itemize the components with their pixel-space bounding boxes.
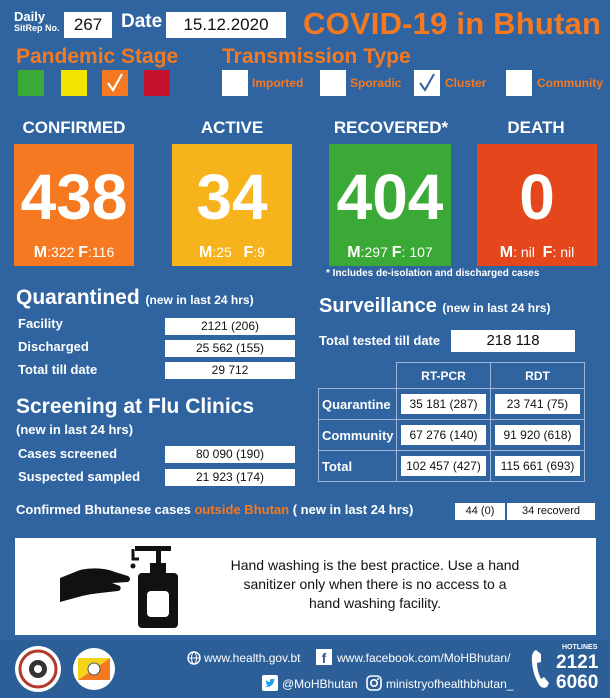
national-flag-emblem-icon [73,648,115,690]
page-title: COVID-19 in Bhutan [303,6,602,41]
screening-subtitle: (new in last 24 hrs) [16,422,134,437]
outside-recovered-value: 34 recoverd [507,503,595,520]
recovered-footnote: * Includes de-isolation and discharged c… [326,268,540,279]
date-label: Date [121,11,163,32]
outside-new-value: 44 (0) [455,503,505,520]
quarantine-rdt-value: 23 741 (75) [495,394,580,414]
row-label: Quarantine [318,388,397,420]
instagram-icon [366,675,382,691]
active-value: 34 [196,161,268,233]
twitter-icon [262,675,278,691]
quarantined-subtitle: (new in last 24 hrs) [145,293,254,307]
quarantine-rtpcr-value: 35 181 (287) [401,394,486,414]
row-label: Community [318,419,397,451]
recovered-gender-split: M:297 F: 107 [347,244,433,261]
suspected-sampled-label: Suspected sampled [18,469,141,484]
phone-icon [531,650,549,688]
surveillance-table: RT-PCR RDT Quarantine 35 181 (287) 23 74… [318,362,585,482]
sitrep-number: 267 [64,12,112,38]
website-link[interactable]: www.health.gov.bt [204,651,301,665]
sitrep-label: SitRep No. [14,23,60,33]
total-rtpcr-value: 102 457 (427) [401,456,486,476]
transmission-type-label: Transmission Type [222,45,411,68]
handwash-panel: Hand washing is the best practice. Use a… [15,538,596,635]
active-gender-split: M:25 F:9 [199,244,265,261]
imported-label: Imported [252,76,304,90]
total-rdt-value: 115 661 (693) [495,456,580,476]
check-icon [419,73,435,92]
death-value: 0 [519,161,555,233]
hotline-2121[interactable]: 2121 [556,652,599,673]
facebook-icon: f [316,649,332,666]
footer: www.health.gov.bt f www.facebook.com/MoH… [0,640,610,698]
screening-heading: Screening at Flu Clinics [16,395,255,418]
facility-value: 2121 (206) [165,318,295,335]
surveillance-subtitle: (new in last 24 hrs) [442,301,551,315]
hotline-6060[interactable]: 6060 [556,672,599,693]
active-heading: ACTIVE [200,118,264,137]
globe-icon [187,651,201,665]
hand-sanitizer-icon [60,546,178,628]
daily-label: Daily SitRep No. [14,9,60,33]
quarantined-heading: Quarantined (new in last 24 hrs) [16,286,254,309]
stage-green-square [18,70,44,96]
rdt-column-header: RDT [490,362,585,389]
moh-emblem-icon [15,646,61,692]
total-till-date-value: 29 712 [165,362,295,379]
recovered-value: 404 [336,161,444,233]
recovered-card: 404 M:297 F: 107 [329,144,451,266]
twitter-handle[interactable]: @MoHBhutan [282,677,358,691]
cluster-checkbox [414,70,440,96]
facility-label: Facility [18,316,63,331]
hotlines-label: HOTLINES [562,644,598,651]
sporadic-checkbox [320,70,346,96]
outside-bhutan-label: Confirmed Bhutanese cases outside Bhutan… [16,502,414,517]
rtpcr-column-header: RT-PCR [396,362,491,389]
community-rdt-value: 91 920 (618) [495,425,580,445]
stage-yellow-square [61,70,87,96]
community-rtpcr-value: 67 276 (140) [401,425,486,445]
total-till-date-label: Total till date [18,362,98,377]
cases-screened-value: 80 090 (190) [165,446,295,463]
pandemic-stage-label: Pandemic Stage [16,45,179,68]
active-card: 34 M:25 F:9 [172,144,292,266]
instagram-handle[interactable]: ministryofhealthbhutan_ [386,677,514,691]
recovered-heading: RECOVERED* [333,118,449,137]
sporadic-label: Sporadic [350,76,402,90]
table-row: Community 67 276 (140) 91 920 (618) [318,419,585,451]
stage-orange-square [102,70,128,96]
total-tested-label: Total tested till date [319,333,441,348]
cluster-label: Cluster [445,76,487,90]
confirmed-value: 438 [20,161,128,233]
death-gender-split: M: nil F: nil [499,244,575,261]
cases-screened-label: Cases screened [18,446,118,461]
discharged-label: Discharged [18,339,89,354]
death-card: 0 M: nil F: nil [477,144,597,266]
row-label: Total [318,450,397,482]
confirmed-gender-split: M:322 F:116 [33,244,115,261]
check-icon [107,73,123,93]
imported-checkbox [222,70,248,96]
handwash-message: Hand washing is the best practice. Use a… [230,557,520,611]
total-tested-value: 218 118 [451,330,575,352]
facebook-link[interactable]: www.facebook.com/MoHBhutan/ [337,651,511,665]
suspected-sampled-value: 21 923 (174) [165,469,295,486]
confirmed-heading: CONFIRMED [22,118,126,137]
community-label: Community [537,76,603,90]
death-heading: DEATH [507,118,565,137]
date-value: 15.12.2020 [166,12,286,38]
community-checkbox [506,70,532,96]
table-row: Quarantine 35 181 (287) 23 741 (75) [318,388,585,420]
table-row: Total 102 457 (427) 115 661 (693) [318,450,585,482]
discharged-value: 25 562 (155) [165,340,295,357]
surveillance-heading: Surveillance (new in last 24 hrs) [319,295,551,317]
stage-red-square [144,70,170,96]
confirmed-card: 438 M:322 F:116 [14,144,134,266]
